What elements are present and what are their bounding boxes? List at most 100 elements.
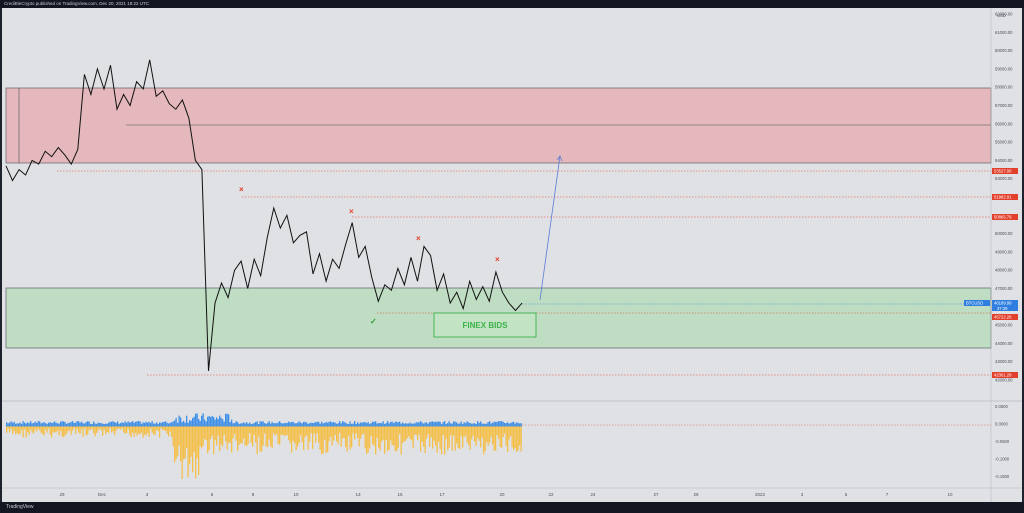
oscillator-bar-negative [231,425,233,453]
oscillator-bar-positive [483,423,485,427]
oscillator-bar-negative [217,425,219,436]
oscillator-bar-negative [283,425,285,437]
oscillator-bar-negative [511,425,513,448]
oscillator-bar-positive [258,423,260,427]
oscillator-bar-positive [142,422,144,427]
oscillator-bar-positive [442,422,444,427]
oscillator-bar-positive [468,422,470,427]
oscillator-bar-positive [120,423,122,427]
oscillator-bar-negative [397,425,399,449]
oscillator-bar-positive [298,421,300,427]
oscillator-bar-negative [58,425,60,436]
oscillator-bar-positive [448,421,450,427]
oscillator-bar-positive [190,420,192,427]
oscillator-bar-negative [304,425,306,438]
oscillator-bar-positive [409,422,411,427]
oscillator-bar-positive [399,421,401,427]
oscillator-bar-negative [382,425,384,440]
oscillator-bar-positive [186,415,188,427]
oscillator-bar-negative [393,425,395,446]
oscillator-bar-positive [501,421,503,427]
finex-bids-label: FINEX BIDS [463,321,509,330]
oscillator-bar-positive [376,423,378,427]
oscillator-bar-negative [207,425,209,454]
oscillator-bar-positive [427,423,429,427]
oscillator-axis-labels: 0.0500 0.0000 -0.0500 -0.1000 -0.1500 [995,404,1010,479]
chart-area[interactable]: × × × × ✓ FINEX BIDS USD 62000.00 61000.0… [2,8,1022,502]
oscillator-bar-negative [70,425,72,435]
oscillator-bar-positive [204,419,206,427]
oscillator-bar-negative [390,425,392,441]
oscillator-bar-negative [364,425,366,449]
finex-bids-box[interactable] [433,312,537,338]
oscillator-bar-positive [477,421,479,427]
oscillator-bar-negative [61,425,63,437]
time-axis-label: 7 [886,492,889,497]
oscillator-bar-positive [106,423,108,427]
oscillator-bar-negative [432,425,434,449]
oscillator-bar-positive [414,423,416,427]
oscillator-bar-positive [105,423,107,427]
oscillator-bar-negative [121,425,123,429]
oscillator-bar-negative [91,425,93,429]
price-chart[interactable]: × × × × ✓ FINEX BIDS USD 62000.00 61000.0… [2,8,1022,502]
oscillator-bar-positive [513,421,515,427]
oscillator-bar-negative [25,425,27,438]
oscillator-bar-positive [36,422,38,427]
oscillator-bar-positive [54,421,56,427]
oscillator-bar-negative [57,425,59,431]
oscillator-bar-positive [300,422,302,427]
oscillator-bar-positive [66,423,68,427]
oscillator-bar-negative [7,425,9,430]
oscillator-bar-negative [334,425,336,436]
oscillator-bar-positive [177,422,179,427]
oscillator-bar-positive [412,423,414,427]
oscillator-bar-positive [27,422,29,427]
oscillator-bar-positive [180,417,182,427]
oscillator-bar-positive [379,422,381,427]
oscillator-bar-positive [391,421,393,427]
oscillator-bar-negative [211,425,213,436]
oscillator-bar-positive [262,421,264,427]
oscillator-bar-positive [151,421,153,427]
oscillator-bar-negative [141,425,143,433]
price-axis-label: 57000.00 [995,103,1013,108]
oscillator-bar-positive [51,423,53,427]
oscillator-bar-negative [430,425,432,438]
oscillator-bar-positive [79,422,81,427]
oscillator-bar-negative [100,425,102,431]
oscillator-bar-negative [414,425,416,435]
oscillator-bar-positive [346,423,348,427]
oscillator-bar-negative [424,425,426,454]
oscillator-bar-positive [246,422,248,427]
oscillator-bar-positive [87,421,89,427]
oscillator-bar-positive [301,423,303,427]
oscillator-axis-label: -0.1500 [995,474,1010,479]
oscillator-bar-positive [43,422,45,427]
oscillator-bar-positive [303,421,305,427]
time-axis-label: 17 [439,492,445,497]
oscillator-bar-negative [183,425,185,460]
level-tag-45722: 45722.26 [992,314,1018,320]
oscillator-bar-positive [115,422,117,427]
oscillator-bar-negative [199,425,201,447]
time-axis-label: 3 [801,492,804,497]
time-axis-label: 5 [845,492,848,497]
oscillator-bar-positive [324,422,326,427]
oscillator-bar-positive [114,422,116,427]
oscillator-bar-positive [378,423,380,427]
oscillator-bar-negative [370,425,372,436]
oscillator-bar-negative [226,425,228,450]
oscillator-bar-negative [267,425,269,447]
oscillator-bar-negative [276,425,278,435]
oscillator-bar-negative [456,425,458,444]
oscillator-bar-positive [349,421,351,427]
oscillator-bar-negative [165,425,167,432]
oscillator-bar-positive [417,422,419,427]
oscillator-bar-negative [321,425,323,455]
oscillator-bar-negative [288,425,290,440]
oscillator-bar-positive [28,423,30,427]
oscillator-bar-positive [12,422,14,427]
oscillator-bar-positive [373,421,375,427]
oscillator-bar-negative [480,425,482,448]
